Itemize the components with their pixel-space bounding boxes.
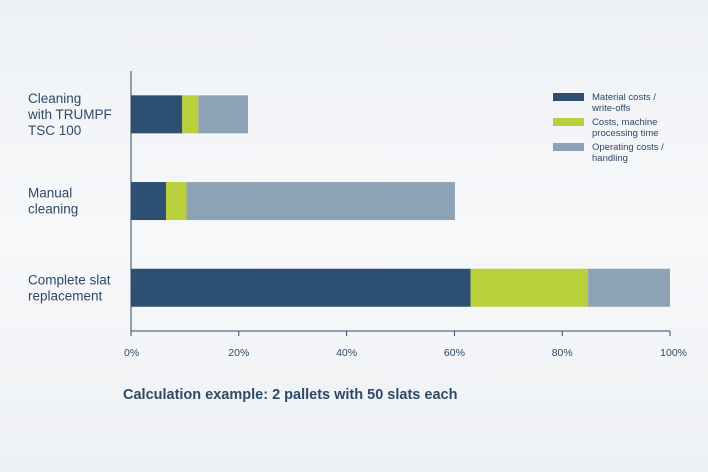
x-tick-label-3: 60% <box>444 347 465 359</box>
x-tick-label-1: 20% <box>228 347 249 359</box>
bar-1-series-0 <box>131 182 167 221</box>
bar-0-series-0 <box>131 95 183 134</box>
legend-swatch-2 <box>553 143 584 151</box>
category-label-2: Complete slat replacement <box>28 272 111 303</box>
x-tick-label-5: 100% <box>660 347 687 359</box>
x-tick-label-4: 80% <box>552 347 573 359</box>
category-label-0: Cleaning with TRUMPF TSC 100 <box>27 91 112 138</box>
legend-label-2: Operating costs / handling <box>592 142 664 164</box>
bar-2-series-1 <box>470 268 589 307</box>
bar-0-series-2 <box>198 95 248 134</box>
bar-1-series-1 <box>166 182 187 221</box>
legend-label-0: Material costs / write-offs <box>591 92 656 114</box>
legend-swatch-0 <box>553 93 584 101</box>
bar-0-series-1 <box>182 95 199 134</box>
x-tick-label-0: 0% <box>124 347 139 359</box>
category-label-1: Manual cleaning <box>28 186 78 217</box>
bar-1-series-2 <box>186 182 455 221</box>
bar-2-series-0 <box>131 268 471 307</box>
bar-2-series-2 <box>588 268 670 307</box>
x-tick-label-2: 40% <box>336 347 357 359</box>
legend-swatch-1 <box>553 118 584 126</box>
legend-label-1: Costs, machine processing time <box>592 117 659 139</box>
chart-caption: Calculation example: 2 pallets with 50 s… <box>123 387 457 403</box>
